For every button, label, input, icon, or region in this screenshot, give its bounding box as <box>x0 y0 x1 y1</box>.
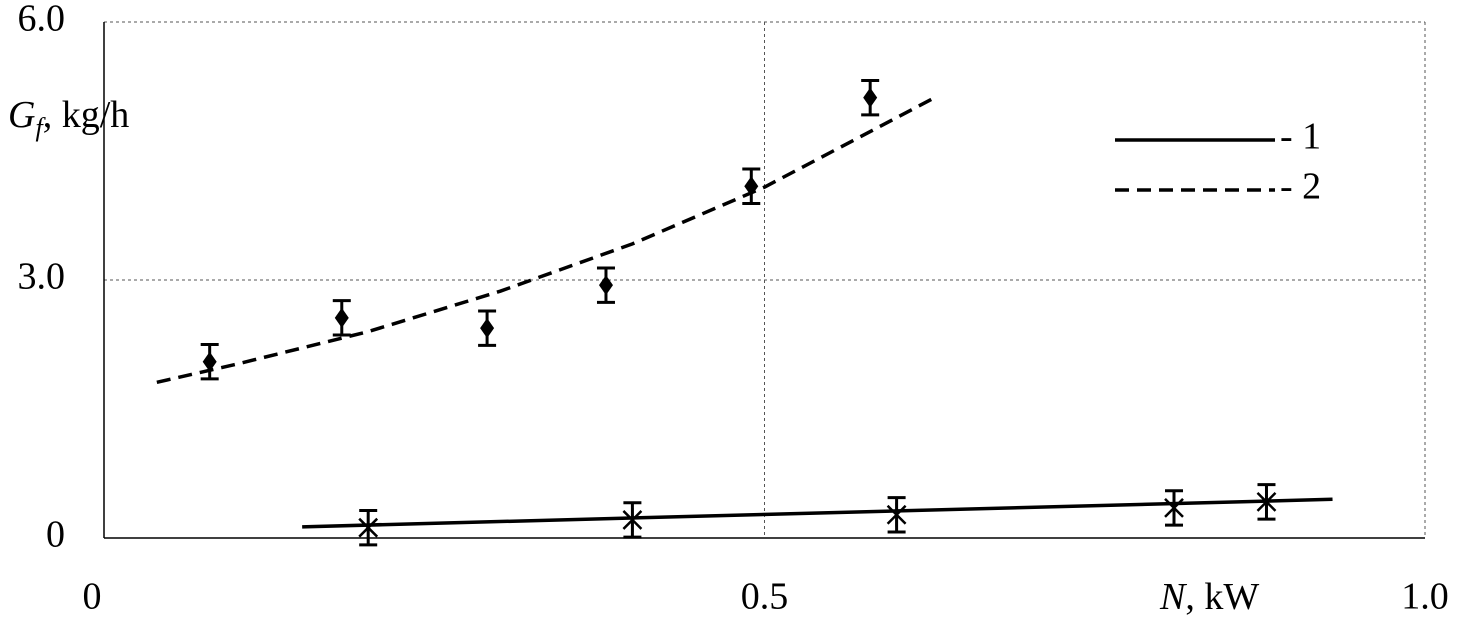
marker <box>744 176 759 197</box>
marker <box>202 351 217 372</box>
fit-line <box>302 497 1333 529</box>
y-axis-label: Gf, kg/h <box>8 94 129 142</box>
x-axis-label: N, kW <box>1159 576 1259 618</box>
y-label-symbol: G <box>8 94 35 136</box>
marker <box>863 87 878 108</box>
y-tick-label: 6.0 <box>18 0 66 40</box>
legend-label: - 2 <box>1280 166 1321 208</box>
marker <box>334 307 349 328</box>
marker <box>480 318 495 339</box>
marker <box>886 502 907 527</box>
marker <box>598 275 613 296</box>
x-tick-label: 0 <box>83 576 102 618</box>
y-label-subscript: f <box>35 113 46 142</box>
marker <box>1164 495 1184 520</box>
x-label-unit: , kW <box>1185 576 1259 618</box>
x-label-symbol: N <box>1159 576 1188 618</box>
x-tick-label: 0.5 <box>741 576 789 618</box>
marker <box>1256 489 1277 514</box>
y-tick-label: 0 <box>46 514 65 556</box>
legend-label: - 1 <box>1280 116 1321 158</box>
marker <box>358 515 379 540</box>
fit-line <box>156 95 938 385</box>
y-label-unit: , kg/h <box>43 94 130 136</box>
marker <box>622 507 643 532</box>
x-tick-label: 1.0 <box>1401 576 1449 618</box>
y-tick-label: 3.0 <box>18 256 66 298</box>
